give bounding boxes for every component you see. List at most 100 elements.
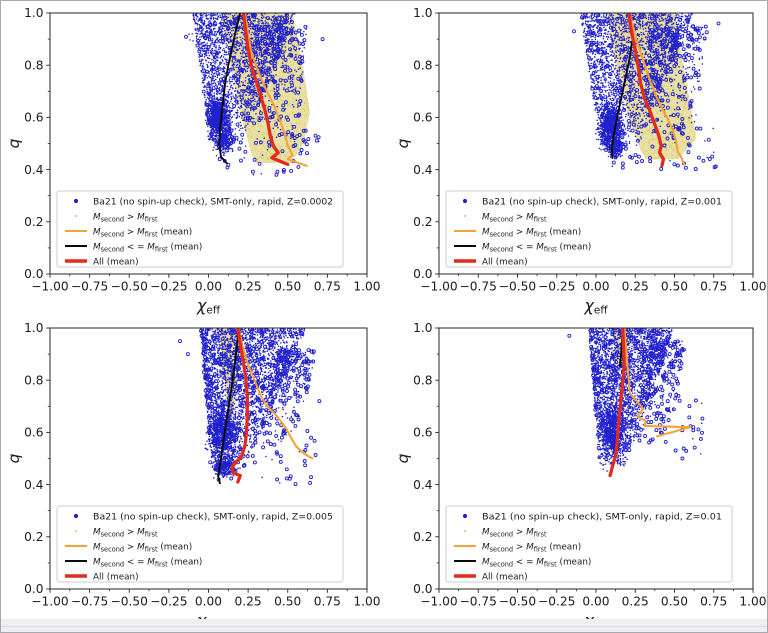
mean-line-all — [608, 328, 626, 478]
legend-label: All (mean) — [482, 572, 528, 582]
y-tick-label: 0.2 — [413, 215, 432, 229]
legend: Ba21 (no spin-up check), SMT-only, rapid… — [56, 190, 344, 268]
data-layer — [178, 328, 322, 487]
x-tick-label: 0.00 — [195, 595, 222, 609]
y-tick-label: 1.0 — [24, 321, 43, 335]
legend-label: All (mean) — [482, 257, 528, 267]
y-tick-label: 0.6 — [413, 111, 432, 125]
axis-ticks: −1.00 −0.75 −0.50 −0.25 0.00 0.25 0.50 0.75 1.00… — [413, 6, 766, 293]
y-axis-label: q — [394, 138, 412, 148]
x-tick-label: −0.75 — [71, 280, 108, 294]
axis-ticks: −1.00 −0.75 −0.50 −0.25 0.00 0.25 0.50 0.75 1.00… — [413, 321, 766, 608]
data-layer — [567, 328, 705, 478]
x-tick-label: −0.75 — [460, 595, 497, 609]
y-axis-label: q — [5, 138, 23, 148]
legend-label: Msecond > Mfirst — [93, 212, 158, 223]
y-tick-label: 0.0 — [24, 267, 43, 281]
legend-marker-dot-tiny — [74, 214, 78, 218]
y-tick-label: 0.4 — [413, 163, 433, 177]
x-tick-label: 0.00 — [582, 280, 609, 294]
legend-label: Msecond > Mfirst — [93, 527, 158, 538]
x-tick-label: 0.25 — [622, 595, 649, 609]
mean-line-all — [627, 13, 666, 168]
x-tick-label: −0.25 — [150, 595, 187, 609]
legend: Ba21 (no spin-up check), SMT-only, rapid… — [56, 505, 344, 583]
y-tick-label: 0.0 — [413, 582, 432, 596]
legend-marker-dot-tiny — [463, 529, 467, 533]
y-tick-label: 0.2 — [413, 530, 432, 544]
legend-label: Msecond > Mfirst (mean) — [482, 227, 581, 238]
legend-marker-dot — [462, 198, 468, 204]
x-tick-label: 0.25 — [235, 595, 262, 609]
mean-line-msecond-le-mfirst — [218, 13, 242, 165]
mean-line-msecond-gt-mfirst — [237, 328, 314, 460]
legend-label: Ba21 (no spin-up check), SMT-only, rapid… — [482, 512, 722, 522]
y-axis-label: q — [5, 453, 23, 463]
x-tick-label: 0.75 — [700, 280, 727, 294]
legend: Ba21 (no spin-up check), SMT-only, rapid… — [445, 505, 733, 583]
y-tick-label: 0.4 — [413, 478, 433, 492]
x-tick-label: −0.50 — [499, 280, 536, 294]
legend-label: Msecond > Mfirst (mean) — [93, 227, 192, 238]
panel-3: −1.00 −0.75 −0.50 −0.25 0.00 0.25 0.50 0.75 1.00… — [5, 321, 381, 631]
y-tick-label: 0.8 — [24, 373, 43, 387]
x-tick-label: 0.50 — [274, 595, 301, 609]
legend-box — [445, 190, 733, 268]
x-tick-label: −0.50 — [111, 280, 148, 294]
x-tick-label: 0.00 — [582, 595, 609, 609]
legend-label: Msecond < = Mfirst (mean) — [482, 242, 591, 253]
legend-marker-dot — [462, 513, 468, 519]
x-tick-label: −1.00 — [420, 595, 457, 609]
panel-2: −1.00 −0.75 −0.50 −0.25 0.00 0.25 0.50 0.75 1.00… — [394, 6, 767, 316]
legend-marker-dot-tiny — [463, 214, 467, 218]
x-tick-label: −1.00 — [31, 280, 68, 294]
legend-label: All (mean) — [93, 257, 139, 267]
y-tick-label: 0.0 — [413, 267, 432, 281]
ba21-scatter-circles — [567, 328, 705, 461]
mean-line-msecond-le-mfirst — [610, 40, 634, 159]
y-tick-label: 0.4 — [24, 163, 44, 177]
y-tick-label: 0.4 — [24, 478, 44, 492]
x-tick-label: 0.75 — [314, 280, 341, 294]
legend-label: Ba21 (no spin-up check), SMT-only, rapid… — [93, 512, 333, 522]
x-tick-label: −1.00 — [31, 595, 68, 609]
x-tick-label: 0.00 — [195, 280, 222, 294]
x-axis-label: χeff — [583, 296, 608, 317]
mean-line-all — [241, 13, 290, 167]
data-layer — [184, 13, 325, 177]
legend-label: Ba21 (no spin-up check), SMT-only, rapid… — [93, 197, 333, 207]
x-tick-label: 0.25 — [235, 280, 262, 294]
legend-label: Msecond > Mfirst (mean) — [93, 542, 192, 553]
y-tick-label: 1.0 — [24, 6, 43, 20]
x-tick-label: 0.25 — [622, 280, 649, 294]
panels-layer: −1.00 −0.75 −0.50 −0.25 0.00 0.25 0.50 0.75 1.00… — [5, 6, 767, 631]
panel-1: −1.00 −0.75 −0.50 −0.25 0.00 0.25 0.50 0.75 1.00… — [5, 6, 381, 316]
y-tick-label: 1.0 — [413, 321, 432, 335]
axis-ticks: −1.00 −0.75 −0.50 −0.25 0.00 0.25 0.50 0.75 1.00… — [24, 6, 380, 293]
panel-4: −1.00 −0.75 −0.50 −0.25 0.00 0.25 0.50 0.75 1.00… — [394, 321, 767, 631]
x-tick-label: −0.25 — [538, 280, 575, 294]
x-tick-label: −0.75 — [71, 595, 108, 609]
mean-line-all — [230, 328, 249, 484]
y-axis-label: q — [394, 453, 412, 463]
legend-box — [56, 505, 344, 583]
legend-label: All (mean) — [93, 572, 139, 582]
y-tick-label: 0.8 — [24, 58, 43, 72]
x-tick-label: 0.50 — [661, 595, 688, 609]
legend-marker-dot — [73, 513, 79, 519]
legend-marker-dot — [73, 198, 79, 204]
window-bottom-strip — [1, 619, 767, 632]
legend-label: Msecond < = Mfirst (mean) — [482, 557, 591, 568]
x-tick-label: 1.00 — [739, 280, 766, 294]
y-tick-label: 0.2 — [24, 530, 43, 544]
ba21-scatter-circles — [178, 328, 322, 487]
legend-marker-dot-tiny — [74, 529, 78, 533]
x-tick-label: 1.00 — [739, 595, 766, 609]
legend-label: Msecond < = Mfirst (mean) — [93, 557, 202, 568]
legend: Ba21 (no spin-up check), SMT-only, rapid… — [445, 190, 733, 268]
x-tick-label: 1.00 — [353, 280, 380, 294]
y-tick-label: 0.6 — [413, 426, 432, 440]
legend-label: Msecond > Mfirst (mean) — [482, 542, 581, 553]
